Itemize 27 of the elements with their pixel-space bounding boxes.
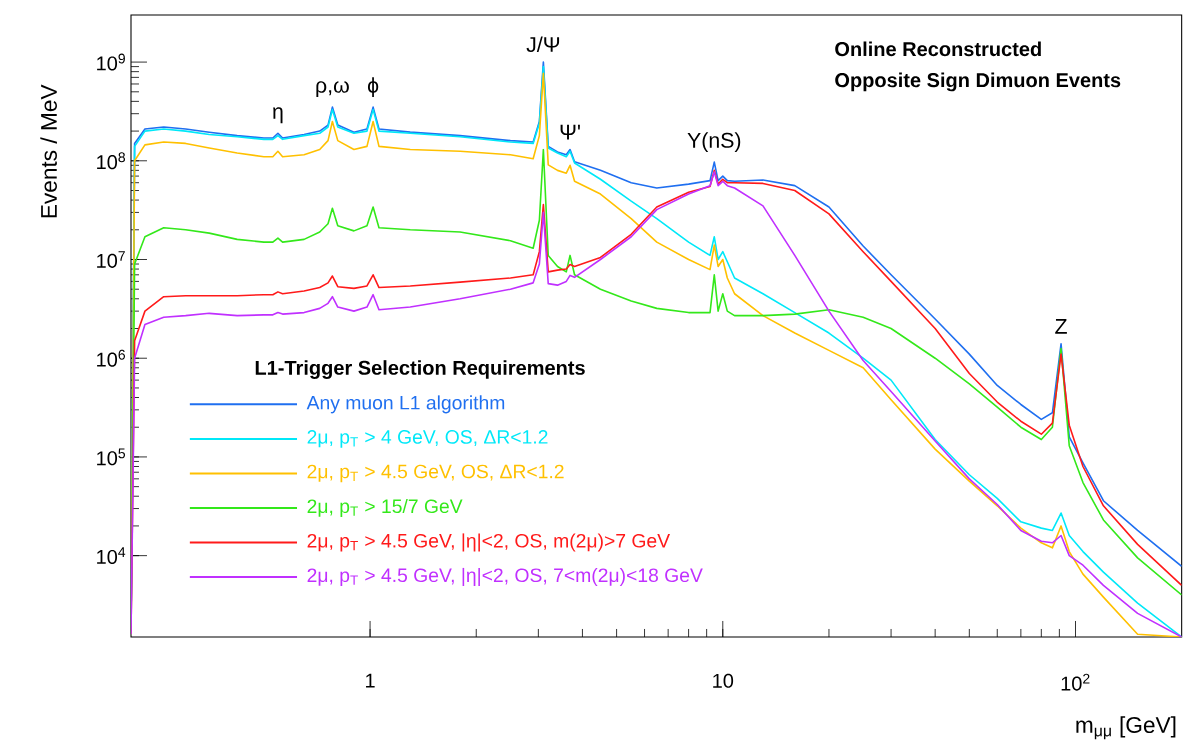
x-tick-label: 10$^{2}$	[1061, 673, 1090, 691]
text: 2μ, p$_{T}$ > 4.5 GeV, |η|<2, OS, 7<m(2μ)<18 GeV	[307, 567, 703, 587]
text: 2μ, p$_{T}$ > 15/7 GeV	[307, 498, 463, 517]
annotation: J/Ψ	[526, 36, 560, 53]
y-axis-title: Events / MeV	[40, 84, 57, 218]
y-tick-label: 10$^{5}$	[97, 448, 126, 466]
annotation: ϕ	[367, 77, 379, 98]
x-tick-label: 1	[366, 673, 375, 688]
annotation: Ψ'	[560, 124, 580, 140]
annotation: ρ,ω	[316, 81, 349, 98]
annotation: Υ(nS)	[687, 132, 741, 153]
legend-title: L1-Trigger Selection Requirements	[255, 360, 585, 379]
annotation: Online Reconstructed	[835, 41, 1041, 57]
annotation: Opposite Sign Dimuon Events	[835, 72, 1121, 92]
text: 2μ, p$_{T}$ > 4.5 GeV, |η|<2, OS, m(2μ)>7 GeV	[307, 533, 671, 552]
annotation: Z	[1055, 319, 1067, 334]
text: 2μ, p$_{T}$ > 4 GeV, OS, ΔR<1.2	[307, 430, 548, 448]
x-axis-title: m$_{μμ}$ [GeV]	[1076, 716, 1176, 740]
y-tick-label: 10$^{4}$	[97, 547, 126, 565]
y-tick-label: 10$^{7}$	[97, 251, 125, 268]
annotation: η	[273, 107, 283, 124]
y-tick-label: 10$^{8}$	[97, 152, 126, 170]
y-tick-label: 10$^{6}$	[97, 349, 126, 367]
x-tick-label: 10	[713, 673, 734, 688]
text: Any muon L1 algorithm	[306, 395, 505, 414]
text: 2μ, p$_{T}$ > 4.5 GeV, OS, ΔR<1.2	[307, 464, 564, 483]
y-tick-label: 10$^{9}$	[97, 53, 125, 71]
